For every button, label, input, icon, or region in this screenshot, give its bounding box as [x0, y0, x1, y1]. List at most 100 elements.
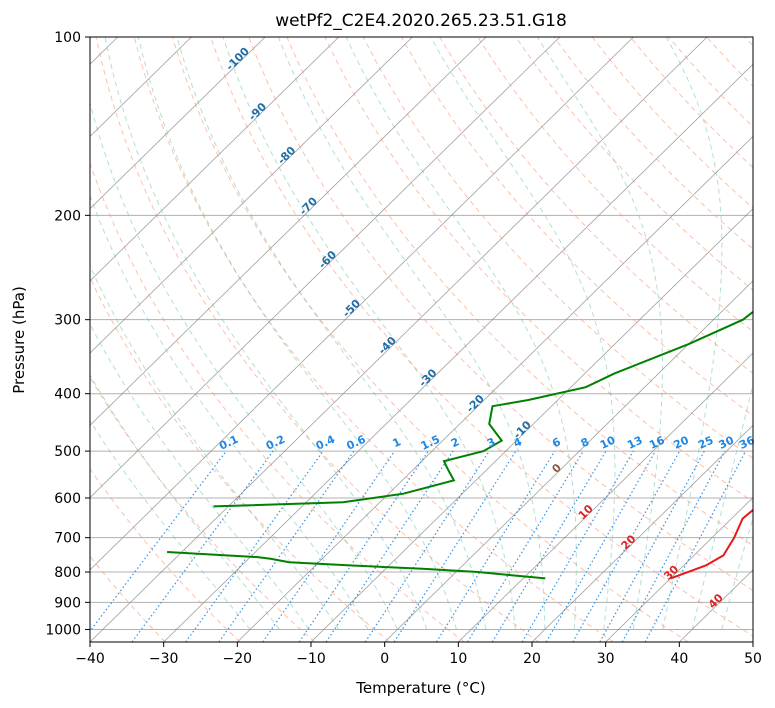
moist-adiabat-line	[277, 37, 546, 630]
y-tick-label: 800	[54, 565, 81, 581]
isoline-label: -50	[340, 297, 363, 320]
mixing-ratio-label: 10	[598, 433, 618, 451]
mixing-ratio-line	[521, 450, 634, 642]
mixing-ratio-line	[435, 450, 556, 642]
mixing-ratio-line	[185, 450, 324, 642]
mixing-ratio-label: 8	[579, 435, 591, 450]
x-tick-label: 40	[670, 651, 688, 667]
dry-adiabat-line	[95, 37, 540, 642]
mixing-ratio-label: 16	[647, 433, 667, 451]
isoline-label: 20	[619, 532, 639, 552]
isotherm-line	[90, 37, 634, 571]
mixing-ratio-label: 6	[550, 435, 563, 450]
dry-adiabat-line	[439, 37, 753, 375]
moist-adiabat-line	[176, 37, 487, 630]
dry-adiabat-line	[553, 37, 753, 250]
mixing-ratio-label: 20	[672, 433, 692, 451]
isoline-label: -60	[316, 248, 339, 271]
mixing-ratio-line	[325, 450, 454, 642]
x-tick-label: 10	[449, 651, 467, 667]
dry-adiabat-line	[324, 37, 753, 503]
isoline-label: -30	[416, 366, 439, 389]
mixing-ratio-line	[466, 450, 584, 642]
y-tick-label: 700	[54, 531, 81, 547]
moist-adiabat-line	[90, 373, 280, 630]
dry-adiabat-line	[286, 37, 753, 547]
moist-adiabat-line	[536, 37, 663, 630]
dry-adiabat-line	[706, 37, 753, 87]
x-tick-label: −20	[223, 651, 253, 667]
chart-title: wetPf2_C2E4.2020.265.23.51.G18	[275, 11, 567, 31]
mixing-ratio-label: 25	[696, 434, 715, 452]
y-tick-label: 900	[54, 595, 81, 611]
isoline-label: 10	[576, 502, 596, 522]
mixing-ratio-line	[131, 450, 274, 642]
moist-adiabat-line	[430, 37, 616, 630]
mixing-ratio-line	[545, 450, 656, 642]
moist-adiabat-line	[137, 37, 457, 630]
isoline-label: -80	[275, 144, 298, 167]
dry-adiabat-line	[90, 376, 316, 642]
isoline-label: 30	[661, 563, 681, 583]
mixing-ratio-line	[393, 450, 517, 642]
dry-adiabat-line	[744, 37, 753, 47]
isoline-label: -20	[464, 392, 487, 415]
mixing-ratio-label: 0.6	[345, 433, 368, 453]
mixing-ratio-line	[262, 450, 396, 642]
isoline-label: -40	[376, 334, 399, 357]
isotherm-line	[90, 37, 487, 426]
mixing-ratio-label: 0.1	[217, 433, 240, 453]
mixing-ratio-line	[644, 450, 747, 642]
temperature-profile-line	[670, 508, 753, 580]
dry-adiabat-line	[171, 37, 689, 642]
x-tick-label: −30	[149, 651, 179, 667]
isoline-label: -90	[246, 100, 269, 123]
isotherm-line	[310, 208, 753, 642]
mixing-ratio-line	[218, 450, 355, 642]
mixing-ratio-line	[599, 450, 705, 642]
y-tick-label: 500	[54, 444, 81, 460]
isotherm-line	[458, 352, 753, 642]
moist-adiabat-line	[345, 37, 577, 630]
mixing-ratio-label: 0.2	[264, 433, 287, 453]
series-layer	[167, 310, 753, 580]
axis-layer: −40 −30 −20 −10 0 10 20 30 40 5010020030040050060…	[45, 30, 762, 667]
mixing-ratio-label: 0.4	[314, 433, 337, 453]
isotherm-line	[752, 641, 753, 642]
moist-adiabat-line	[104, 37, 428, 630]
dry-adiabat-line	[90, 276, 390, 642]
dry-adiabat-line	[515, 37, 753, 291]
dry-adiabat-line	[400, 37, 753, 417]
dry-adiabat-line	[477, 37, 753, 333]
y-tick-label: 600	[54, 491, 81, 507]
dry-adiabat-line	[90, 161, 465, 642]
moist-adiabat-line	[90, 100, 398, 630]
mixing-ratio-label: 13	[625, 434, 644, 452]
mixing-ratio-line	[572, 450, 681, 642]
y-tick-label: 300	[54, 313, 81, 329]
dry-adiabat-line	[248, 37, 753, 592]
moist-adiabat-line	[90, 419, 251, 630]
isotherm-line	[237, 135, 753, 642]
isotherm-line	[90, 37, 413, 354]
x-axis-label: Temperature (°C)	[355, 679, 485, 697]
isoline-label: -100	[223, 44, 252, 73]
mixing-ratio-label: 1	[390, 435, 402, 450]
mixing-ratio-label: 30	[717, 433, 737, 451]
moist-adiabat-line	[90, 264, 339, 630]
moist-adiabat-line	[662, 37, 723, 630]
x-tick-label: −10	[296, 651, 326, 667]
y-tick-label: 1000	[45, 622, 81, 638]
mixing-ratio-label: 36	[737, 433, 757, 451]
y-tick-label: 400	[54, 387, 81, 403]
moist-adiabat-line	[90, 323, 310, 630]
isotherm-line	[90, 37, 708, 642]
moist-adiabat-line	[721, 516, 753, 630]
isotherm-line	[90, 37, 561, 499]
isotherm-line	[90, 37, 266, 210]
dry-adiabat-line	[133, 37, 614, 642]
y-axis-label: Pressure (hPa)	[10, 286, 28, 394]
mixing-ratio-line	[491, 450, 607, 642]
dry-adiabat-line	[90, 555, 166, 642]
